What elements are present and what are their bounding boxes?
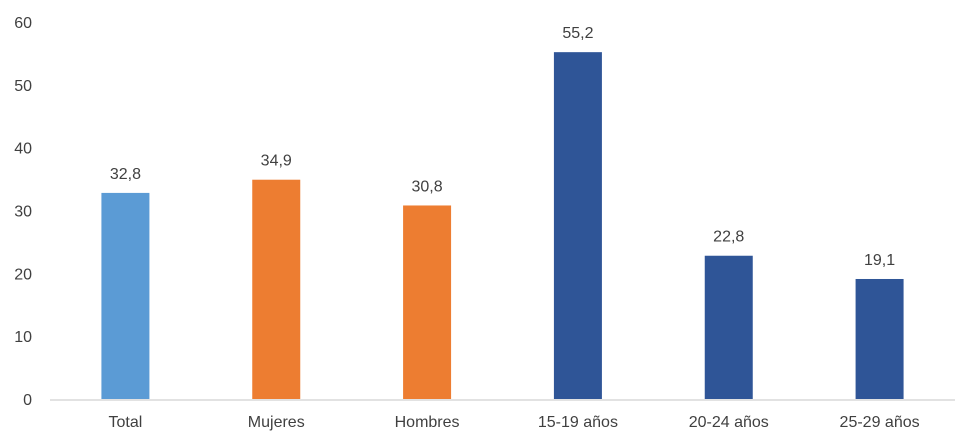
- value-labels-group: 32,8 34,9 30,8 55,2 22,8 19,1: [110, 25, 895, 269]
- bars-group: [101, 52, 904, 399]
- x-category-label: Total: [109, 414, 143, 431]
- y-tick-label: 20: [14, 266, 32, 283]
- category-labels-group: Total Mujeres Hombres 15-19 años 20-24 años 2…: [109, 414, 920, 431]
- x-category-label: 20-24 años: [689, 414, 769, 431]
- y-tick-label: 40: [14, 141, 32, 158]
- x-category-label: 15-19 años: [538, 414, 618, 431]
- bar: [855, 278, 904, 399]
- bar: [704, 255, 753, 399]
- bar-value-label: 30,8: [412, 178, 443, 195]
- bar: [553, 52, 602, 399]
- y-axis-ticks: 0 10 20 30 40 50 60: [14, 15, 32, 409]
- bar-value-label: 19,1: [864, 252, 895, 269]
- x-category-label: Mujeres: [248, 414, 305, 431]
- bar-value-label: 55,2: [562, 25, 593, 42]
- y-tick-label: 50: [14, 78, 32, 95]
- bar-value-label: 34,9: [261, 153, 292, 170]
- x-category-label: Hombres: [395, 414, 460, 431]
- bar-value-label: 32,8: [110, 166, 141, 183]
- bar: [101, 192, 150, 399]
- bar: [252, 179, 301, 399]
- y-tick-label: 10: [14, 329, 32, 346]
- x-category-label: 25-29 años: [840, 414, 920, 431]
- bar: [403, 205, 452, 399]
- y-tick-label: 60: [14, 15, 32, 32]
- y-tick-label: 30: [14, 204, 32, 221]
- y-tick-label: 0: [23, 392, 32, 409]
- bar-value-label: 22,8: [713, 229, 744, 246]
